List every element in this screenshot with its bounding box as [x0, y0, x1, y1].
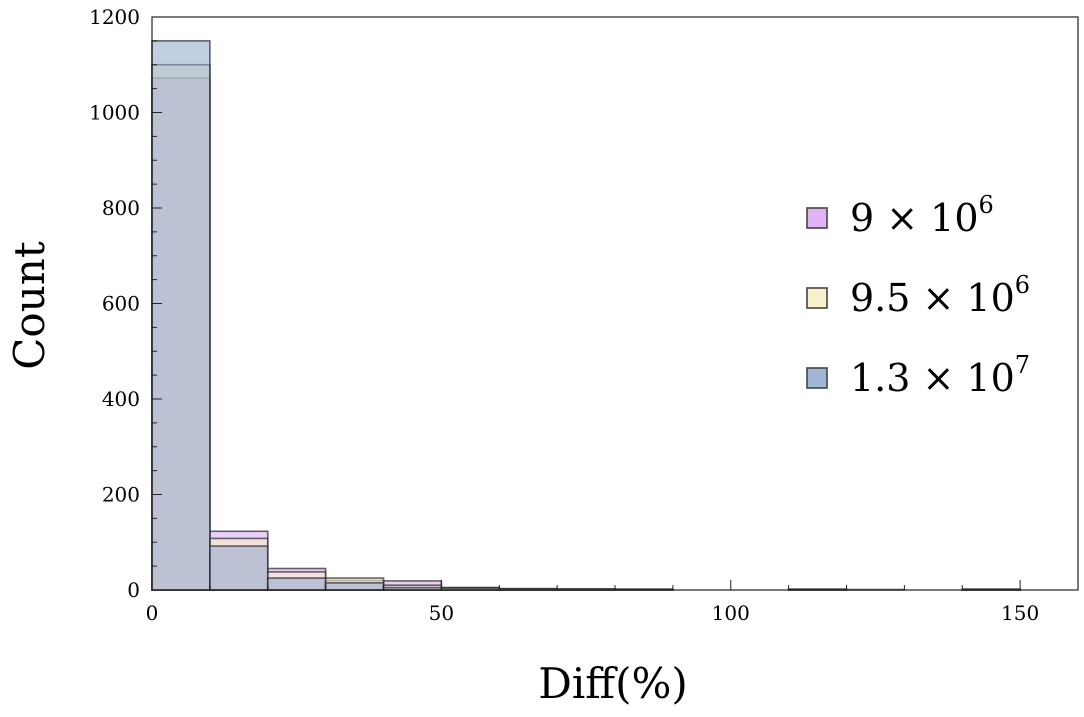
x-tick-label: 50	[429, 601, 454, 625]
bar-series-3-bin-3	[266, 577, 327, 591]
legend-label-3: 1.3 × 107	[850, 351, 1030, 400]
bar-series-3-bin-2	[209, 545, 269, 591]
y-tick-label: 1000	[89, 101, 140, 125]
legend-swatch-3	[806, 367, 828, 389]
y-tick-label: 1200	[89, 5, 140, 29]
y-tick-label: 600	[102, 292, 140, 316]
legend-label-exponent: 7	[1015, 351, 1030, 379]
y-tick-label: 200	[102, 483, 140, 507]
y-axis-label: Count	[5, 241, 54, 370]
legend-swatch-2	[806, 287, 828, 309]
legend-label-base: 9 × 10	[850, 196, 979, 240]
y-tick-label: 0	[127, 578, 140, 602]
x-tick-label: 150	[1001, 601, 1039, 625]
legend-swatch-1	[806, 207, 828, 229]
bar-series-3-bin-4	[324, 582, 385, 591]
legend-label-exponent: 6	[1015, 271, 1030, 299]
bar-series-3-bin-1	[151, 40, 211, 591]
y-tick-label: 400	[102, 387, 140, 411]
x-tick-label: 100	[712, 601, 750, 625]
legend-label-1: 9 × 106	[850, 191, 994, 240]
legend-label-2: 9.5 × 106	[850, 271, 1030, 320]
legend-label-base: 1.3 × 10	[850, 356, 1015, 400]
x-axis-label: Diff(%)	[538, 659, 688, 708]
legend-label-base: 9.5 × 10	[850, 276, 1015, 320]
ticks-layer: 0 50 100 150 0 200 400 600 800 1000 1200	[89, 5, 1039, 625]
y-tick-label: 800	[102, 196, 140, 220]
legend-label-exponent: 6	[979, 191, 994, 219]
x-tick-label: 0	[146, 601, 159, 625]
